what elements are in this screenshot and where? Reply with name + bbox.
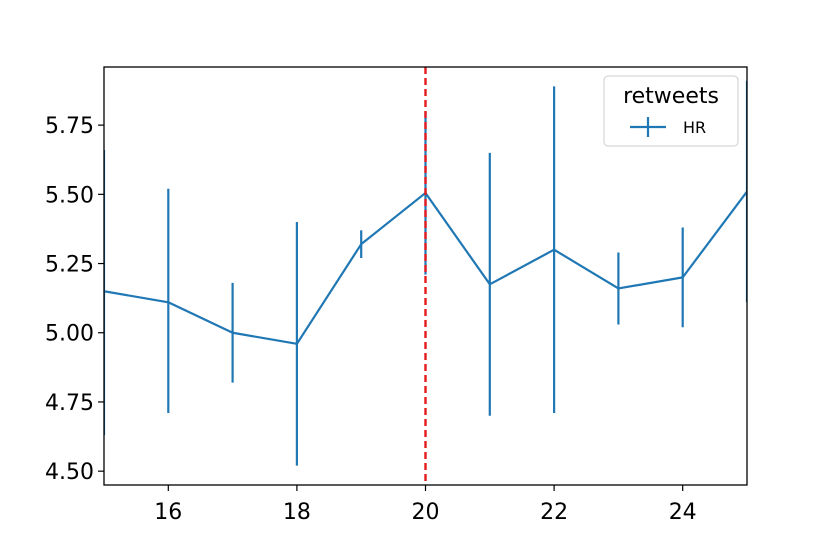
- plot-area: [104, 67, 747, 485]
- y-tick-label: 5.00: [45, 322, 94, 347]
- y-tick-label: 4.50: [45, 460, 94, 485]
- series-line-hr: [104, 190, 747, 345]
- legend: retweets HR: [603, 75, 739, 147]
- y-tick-label: 5.75: [45, 114, 94, 139]
- x-tick-label: 20: [412, 500, 440, 525]
- x-tick-label: 16: [154, 500, 182, 525]
- legend-title: retweets: [623, 84, 719, 109]
- x-tick-label: 22: [540, 500, 568, 525]
- x-tick-label: 24: [669, 500, 697, 525]
- y-tick-label: 5.50: [45, 183, 94, 208]
- axes: 16 18 20 22 24 4.50 4.75 5.00 5.25 5.50 5.75: [45, 114, 697, 525]
- x-tick-label: 18: [283, 500, 311, 525]
- plot-frame: [103, 66, 748, 486]
- y-tick-label: 5.25: [45, 253, 94, 278]
- y-tick-label: 4.75: [45, 391, 94, 416]
- legend-box: [603, 75, 739, 147]
- legend-label-hr: HR: [683, 118, 706, 137]
